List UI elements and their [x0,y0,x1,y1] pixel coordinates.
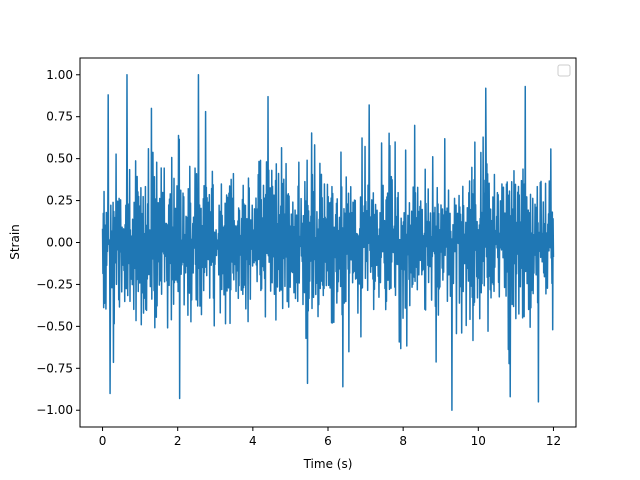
y-tick-label: −0.25 [36,277,73,291]
x-tick-label: 12 [546,434,561,448]
y-tick-label: −0.75 [36,361,73,375]
series-line-strain [101,74,555,411]
x-tick-label: 6 [324,434,332,448]
plot-layer [101,74,555,411]
y-axis-label: Strain [8,224,22,260]
y-tick-label: 0.00 [46,236,73,250]
x-tick-label: 10 [471,434,486,448]
x-tick-label: 4 [249,434,257,448]
y-tick-label: −1.00 [36,403,73,417]
y-tick-label: 0.25 [46,194,73,208]
y-tick-label: 1.00 [46,68,73,82]
x-tick-label: 2 [174,434,182,448]
x-tick-label: 8 [399,434,407,448]
y-tick-label: 0.75 [46,110,73,124]
x-axis-ticks: 0 2 4 6 8 10 12 [99,427,561,448]
y-tick-label: 0.50 [46,152,73,166]
y-axis-ticks: −1.00 −0.75 −0.50 −0.25 0.00 0.25 0.50 0.75 1.00 [36,68,80,417]
x-axis-label: Time (s) [303,457,353,471]
y-tick-label: −0.50 [36,319,73,333]
x-tick-label: 0 [99,434,107,448]
legend-box [557,64,571,77]
